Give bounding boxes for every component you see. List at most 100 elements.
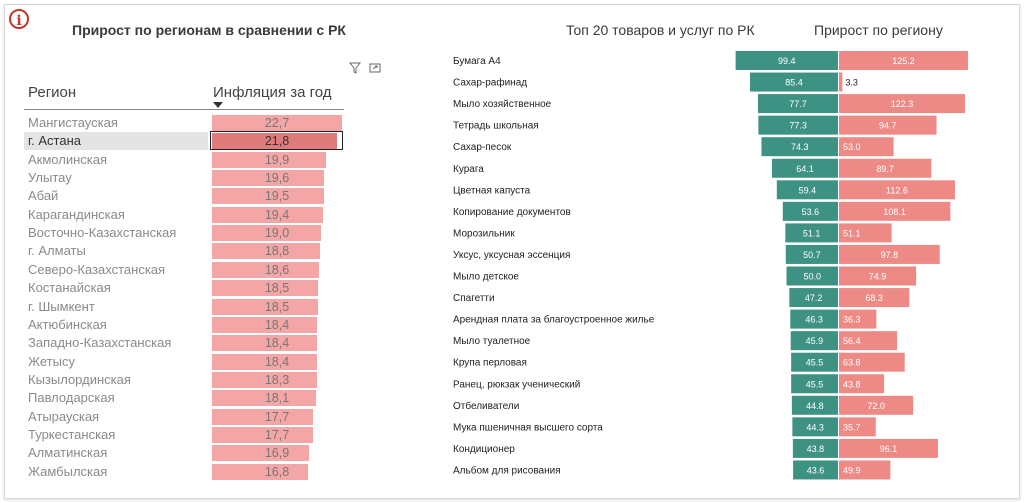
inflation-bar[interactable] [212,170,325,187]
rk-bar[interactable] [792,417,838,437]
inflation-bar[interactable] [212,298,318,315]
region-row[interactable]: Западно-Казахстанская 18,4 [24,334,346,352]
region-name: Туркестанская [28,426,116,442]
inflation-bar[interactable] [212,280,318,297]
rk-bar[interactable] [757,94,838,114]
inflation-bar[interactable] [212,151,326,168]
region-row[interactable]: Карагандинская 19,4 [24,206,346,224]
inflation-bar[interactable] [212,115,342,131]
rk-bar[interactable] [761,137,838,157]
region-bar[interactable] [839,309,877,329]
filter-icon[interactable] [349,62,361,74]
rk-bar[interactable] [793,460,838,480]
focus-mode-icon[interactable] [369,62,381,74]
rk-bar[interactable] [785,223,838,243]
region-bar[interactable] [839,115,937,135]
inflation-value: 17,7 [264,427,290,442]
rk-bar[interactable] [790,331,838,351]
region-row[interactable]: Кызылординская 18,3 [24,371,346,389]
region-row[interactable]: Восточно-Казахстанская 19,0 [24,224,346,242]
region-bar[interactable] [839,244,940,264]
rk-bar[interactable] [790,309,838,329]
region-bar[interactable] [839,438,938,458]
column-header-inflation[interactable]: Инфляция за год [213,84,332,101]
region-bar[interactable] [839,223,892,243]
rk-value-label: 50.0 [803,272,821,282]
region-bar[interactable] [839,288,910,308]
inflation-bar[interactable] [212,133,337,150]
inflation-bar[interactable] [212,390,316,407]
inflation-bar[interactable] [212,371,317,388]
region-row[interactable]: Алматинская 16,9 [24,444,346,462]
rk-bar[interactable] [791,395,838,415]
region-row[interactable]: Жетысу 18,4 [24,353,346,371]
product-label: Спагетти [453,293,495,304]
inflation-value: 18,3 [264,372,290,387]
region-bar[interactable] [839,180,955,200]
inflation-bar[interactable] [212,426,314,443]
inflation-bar[interactable] [212,261,319,278]
region-bar[interactable] [839,158,932,178]
region-row[interactable]: Павлодарская 18,1 [24,389,346,407]
product-label: Цветная капуста [453,185,531,196]
inflation-bar[interactable] [212,206,324,223]
inflation-bar[interactable] [212,316,318,333]
region-bar[interactable] [839,201,951,221]
region-bar[interactable] [839,460,891,480]
inflation-bar[interactable] [212,335,318,352]
rk-bar[interactable] [786,266,839,286]
region-bar[interactable] [839,94,965,114]
inflation-bar[interactable] [212,225,321,242]
region-row[interactable]: Улытау 19,6 [24,169,346,187]
rk-bar[interactable] [791,374,838,394]
right-chart-title-rk: Топ 20 товаров и услуг по РК [566,22,755,38]
region-row[interactable]: Туркестанская 17,7 [24,426,346,444]
inflation-bar[interactable] [212,353,318,370]
rk-value-label: 45.5 [806,379,824,389]
rk-bar[interactable] [758,115,838,135]
inflation-bar[interactable] [212,188,324,205]
info-icon[interactable]: i [9,9,29,29]
region-bar[interactable] [839,137,894,157]
region-row[interactable]: Актюбинская 18,4 [24,316,346,334]
rk-bar[interactable] [791,352,838,372]
region-row[interactable]: Абай 19,5 [24,187,346,205]
region-bar[interactable] [839,266,917,286]
region-row[interactable]: Костанайская 18,5 [24,279,346,297]
rk-bar[interactable] [785,244,838,264]
inflation-bar[interactable] [212,408,314,425]
rk-bar[interactable] [789,288,838,308]
region-row[interactable]: Атырауская 17,7 [24,408,346,426]
region-bar[interactable] [839,331,898,351]
rk-bar[interactable] [771,158,838,178]
region-bar[interactable] [839,417,876,437]
rk-bar[interactable] [782,201,838,221]
region-row[interactable]: г. Алматы 18,8 [24,242,346,260]
rk-value-label: 44.8 [806,401,824,411]
region-bar[interactable] [839,352,905,372]
region-row[interactable]: Северо-Казахстанская 18,6 [24,261,346,279]
rk-bar[interactable] [735,51,838,70]
sort-descending-icon[interactable] [213,102,223,108]
region-row[interactable]: г. Астана 21,8 [24,131,346,151]
region-row[interactable]: Акмолинская 19,9 [24,151,346,169]
rk-bar[interactable] [776,180,838,200]
region-row[interactable]: Жамбылская 16,8 [24,463,346,481]
region-bar[interactable] [839,374,885,394]
inflation-bar[interactable] [212,463,309,480]
region-row[interactable]: Мангистауская 22,7 [24,114,346,132]
product-label: Отбеливатели [453,400,519,412]
inflation-bar[interactable] [212,445,309,462]
rk-value-label: 45.9 [806,336,824,346]
product-label: Курага [453,164,484,175]
rk-bar[interactable] [792,438,838,458]
column-header-region[interactable]: Регион [28,84,77,101]
region-bar[interactable] [839,72,843,92]
region-value-label: 3.3 [845,78,858,88]
region-bar[interactable] [839,395,914,415]
rk-bar[interactable] [750,72,838,92]
rk-value-label: 43.6 [807,465,825,475]
region-bar[interactable] [839,51,968,70]
region-row[interactable]: г. Шымкент 18,5 [24,298,346,316]
inflation-bar[interactable] [212,243,320,260]
